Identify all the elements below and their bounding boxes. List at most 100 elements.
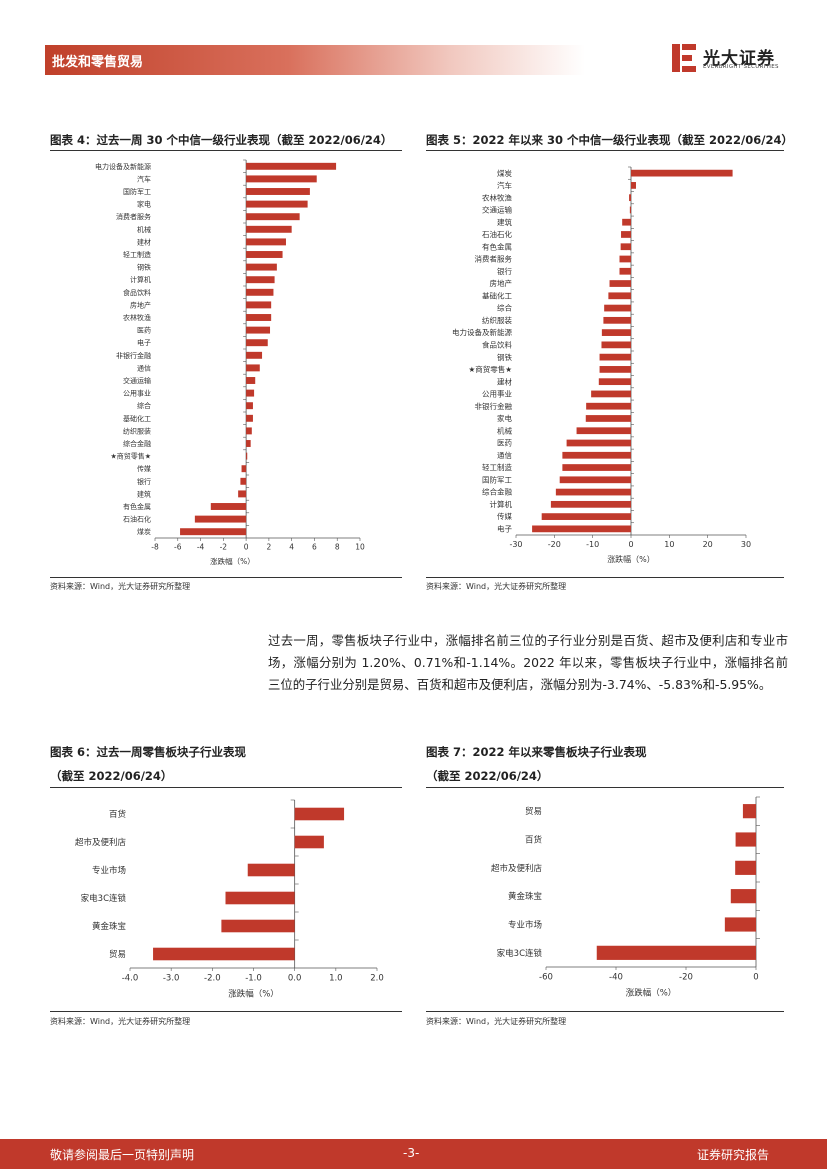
fig5-category-label: 传媒 — [497, 511, 512, 521]
fig5-x-tick-label: -30 — [509, 540, 522, 549]
fig5-bar — [631, 182, 636, 189]
fig5-category-label: ★商贸零售★ — [469, 364, 513, 374]
fig6-top-rule — [50, 787, 402, 788]
fig5-category-label: 有色金属 — [482, 241, 512, 251]
fig4-bar — [246, 389, 255, 397]
fig5-category-label: 消费者服务 — [475, 254, 513, 264]
header-band — [45, 45, 585, 75]
logo-name: 光大证券 — [703, 49, 775, 69]
fig4-bar — [246, 188, 310, 195]
fig5-category-label: 纺织服装 — [482, 315, 512, 325]
fig4-x-tick-label: 4 — [289, 543, 294, 552]
fig4-bar — [246, 276, 275, 284]
fig7-x-tick-label: -20 — [679, 973, 693, 983]
fig6-x-tick-label: -4.0 — [122, 974, 139, 984]
fig4-category-label: 公用事业 — [123, 389, 151, 398]
fig5-bar — [619, 267, 631, 275]
fig6-category-label: 贸易 — [109, 949, 126, 960]
fig5-x-tick-label: -10 — [586, 540, 599, 549]
footer-report-type: 证券研究报告 — [697, 1148, 770, 1162]
fig4-bar — [246, 225, 292, 233]
fig4-bar — [246, 402, 253, 410]
fig4-bar — [246, 326, 271, 334]
fig5-category-label: 综合金融 — [482, 487, 512, 497]
fig5-bar — [576, 427, 631, 435]
logo-english: EVERBRIGHT SECURITIES — [703, 64, 779, 70]
fig5-bar — [599, 366, 631, 373]
fig5-bar — [603, 316, 631, 324]
fig4-bar — [246, 263, 277, 271]
fig7-bar — [724, 917, 756, 932]
fig4-x-tick-label: 10 — [355, 543, 365, 552]
body-paragraph: 过去一周，零售板块子行业中，涨幅排名前三位的子行业分别是百货、超市及便利店和专业… — [268, 633, 788, 692]
fig4-x-tick-label: 2 — [266, 543, 271, 552]
fig5-category-label: 公用事业 — [482, 389, 512, 399]
fig7-x-axis-label: 涨跌幅（%） — [626, 987, 677, 998]
fig5-source: 资料来源：Wind，光大证券研究所整理 — [426, 582, 567, 591]
fig4-chart: 电力设备及新能源汽车国防军工家电消费者服务机械建材轻工制造钢铁计算机食品饮料房地… — [95, 159, 365, 566]
fig4-bar — [246, 251, 283, 258]
fig4-category-label: 银行 — [137, 477, 151, 486]
fig4-category-label: 电力设备及新能源 — [95, 162, 151, 171]
fig5-x-axis-label: 涨跌幅（%） — [607, 554, 655, 564]
fig4-bar — [246, 427, 252, 435]
fig6-x-tick-label: -3.0 — [163, 974, 180, 984]
fig5-x-tick-label: 10 — [664, 540, 674, 549]
fig4-bar — [238, 490, 247, 498]
fig5-category-label: 家电 — [497, 413, 512, 423]
fig4-category-label: 消费者服务 — [116, 212, 151, 221]
fig5-bar — [586, 402, 631, 410]
fig4-category-label: ★商贸零售★ — [110, 452, 151, 461]
fig5-category-label: 建筑 — [497, 217, 512, 227]
fig5-bar — [620, 243, 631, 251]
fig4-category-label: 电子 — [137, 338, 151, 347]
fig7-subtitle: （截至 2022/06/24） — [426, 769, 549, 783]
fig4-category-label: 家电 — [137, 200, 151, 209]
fig6-category-label: 黄金珠宝 — [92, 921, 126, 932]
fig4-bar — [210, 503, 247, 510]
fig4-bar — [246, 452, 248, 460]
fig6-category-label: 超市及便利店 — [75, 837, 127, 848]
fig7-category-label: 百货 — [525, 834, 543, 845]
fig6-x-tick-label: 2.0 — [370, 974, 384, 984]
fig6-x-tick-label: 0.0 — [288, 974, 302, 984]
fig5-bar — [598, 378, 631, 386]
fig7-category-label: 贸易 — [525, 806, 542, 817]
fig4-category-label: 综合金融 — [123, 439, 151, 448]
everbright-logo-icon — [672, 44, 696, 72]
fig5-bar — [619, 255, 631, 263]
fig5-x-tick-label: 30 — [741, 540, 751, 549]
fig6-category-label: 专业市场 — [92, 865, 126, 876]
fig7-category-label: 超市及便利店 — [491, 863, 543, 874]
fig4-x-tick-label: -4 — [197, 543, 205, 552]
fig4-category-label: 轻工制造 — [123, 250, 151, 259]
fig4-category-label: 汽车 — [137, 174, 151, 183]
fig4-bar — [246, 162, 337, 170]
fig5-category-label: 食品饮料 — [482, 339, 512, 349]
footer-band — [0, 1139, 827, 1169]
fig7-bar — [742, 804, 756, 819]
fig5-bar — [562, 451, 631, 459]
fig7-category-label: 黄金珠宝 — [508, 891, 542, 902]
fig5-bar — [585, 415, 631, 422]
fig5-bar — [599, 353, 631, 361]
fig5-x-tick-label: -20 — [548, 540, 561, 549]
fig4-bar — [246, 364, 260, 372]
fig5-category-label: 石油石化 — [482, 229, 512, 239]
fig5-top-rule — [426, 150, 784, 151]
fig7-x-tick-label: 0 — [753, 973, 758, 983]
fig7-category-label: 家电3C连锁 — [497, 948, 543, 959]
fig4-category-label: 传媒 — [137, 464, 151, 473]
fig6-title: 图表 6：过去一周零售板块子行业表现 — [50, 745, 247, 759]
fig5-category-label: 综合 — [497, 303, 512, 313]
fig6-x-tick-label: 1.0 — [329, 974, 343, 984]
fig5-bar — [631, 169, 733, 177]
fig5-category-label: 轻工制造 — [482, 462, 512, 472]
fig4-category-label: 建筑 — [137, 489, 151, 498]
fig5-bar — [566, 439, 631, 447]
fig5-bar — [629, 206, 631, 214]
fig4-bar — [246, 414, 253, 422]
fig5-category-label: 钢铁 — [497, 352, 512, 362]
fig4-bar — [246, 175, 317, 183]
fig4-category-label: 交通运输 — [123, 376, 151, 385]
